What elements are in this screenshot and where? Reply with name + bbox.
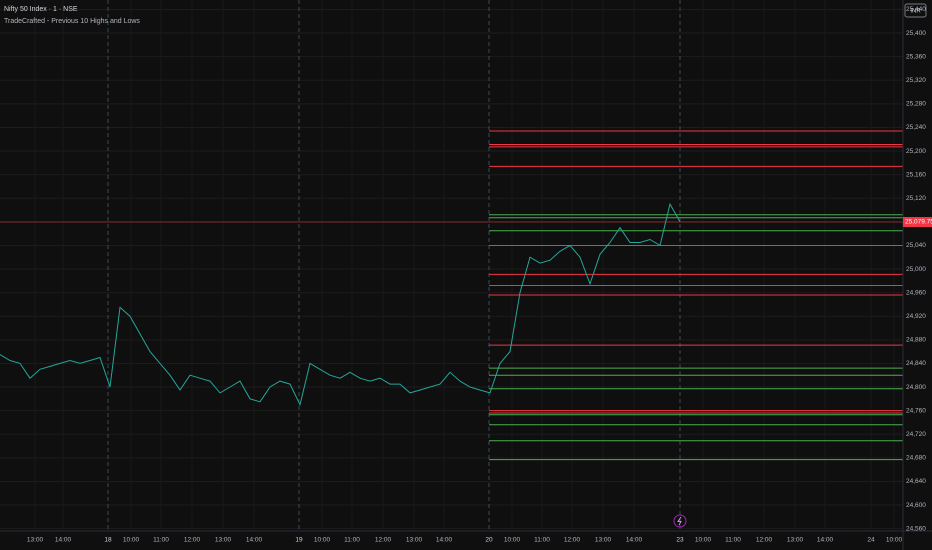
y-tick-label: 25,040 (906, 242, 926, 249)
x-tick-label: 13:00 (27, 537, 44, 544)
chart-title: Nifty 50 Index · 1 · NSE (4, 6, 78, 13)
y-tick-label: 24,880 (906, 337, 926, 344)
currency[interactable]: INR (910, 9, 921, 15)
axis-layer: 24,560 24,600 24,640 24,680 24,720 24,760 24,8… (27, 6, 932, 544)
x-tick-label: 13:00 (215, 537, 232, 544)
current-price-label: 25,079.75 (905, 219, 932, 226)
currency-box[interactable] (904, 3, 927, 18)
y-tick-label: 24,600 (906, 502, 926, 509)
x-tick-label: 12:00 (184, 537, 201, 544)
y-tick-label: 25,000 (906, 266, 926, 273)
y-tick-label: 24,640 (906, 478, 926, 485)
x-tick-label: 12:00 (375, 537, 392, 544)
price-line (0, 202, 681, 407)
x-tick-label: 10:00 (314, 537, 331, 544)
x-tick-label: 14:00 (436, 537, 453, 544)
x-tick-label: 11:00 (725, 537, 741, 544)
event-icon[interactable] (673, 514, 687, 528)
x-tick-label: 10:00 (886, 537, 903, 544)
y-tick-label: 25,120 (906, 195, 926, 202)
x-tick-label: 20 (485, 537, 493, 544)
x-tick-label: 13:00 (595, 537, 612, 544)
x-tick-label: 14:00 (626, 537, 643, 544)
x-tick-label: 10:00 (123, 537, 140, 544)
y-tick-label: 24,720 (906, 431, 926, 438)
y-tick-label: 24,920 (906, 313, 926, 320)
y-tick-label: 24,840 (906, 360, 926, 367)
y-tick-label: 25,240 (906, 124, 926, 131)
x-tick-label: 14:00 (55, 537, 72, 544)
x-tick-label: 11:00 (153, 537, 169, 544)
current-price-box (903, 216, 932, 227)
x-tick-label: 24 (867, 537, 875, 544)
y-tick-label: 25,400 (906, 30, 926, 37)
x-tick-label: 19 (295, 537, 303, 544)
y-tick-label: 25,440 (906, 6, 926, 13)
y-tick-label: 24,960 (906, 289, 926, 296)
x-tick-label: 13:00 (787, 537, 804, 544)
x-tick-label: 12:00 (756, 537, 773, 544)
x-tick-label: 18 (104, 537, 112, 544)
mark-layer (0, 130, 903, 461)
x-tick-label: 11:00 (534, 537, 550, 544)
y-tick-label: 25,360 (906, 53, 926, 60)
x-tick-label: 10:00 (504, 537, 521, 544)
event-bolt (677, 516, 682, 526)
x-tick-label: 13:00 (406, 537, 423, 544)
y-tick-label: 25,280 (906, 101, 926, 108)
x-tick-label: 11:00 (344, 537, 360, 544)
x-tick-label: 14:00 (246, 537, 263, 544)
y-tick-label: 25,200 (906, 148, 926, 155)
indicator-name: TradeCrafted - Previous 10 Highs and Low… (4, 18, 140, 25)
x-tick-label: 10:00 (695, 537, 712, 544)
y-tick-label: 24,560 (906, 525, 926, 532)
x-tick-label: 12:00 (564, 537, 581, 544)
x-tick-label: 23 (676, 537, 684, 544)
y-tick-label: 25,320 (906, 77, 926, 84)
y-tick-label: 24,680 (906, 455, 926, 462)
y-tick-label: 24,760 (906, 407, 926, 414)
y-tick-label: 24,800 (906, 384, 926, 391)
y-tick-label: 25,160 (906, 171, 926, 178)
x-tick-label: 14:00 (817, 537, 834, 544)
